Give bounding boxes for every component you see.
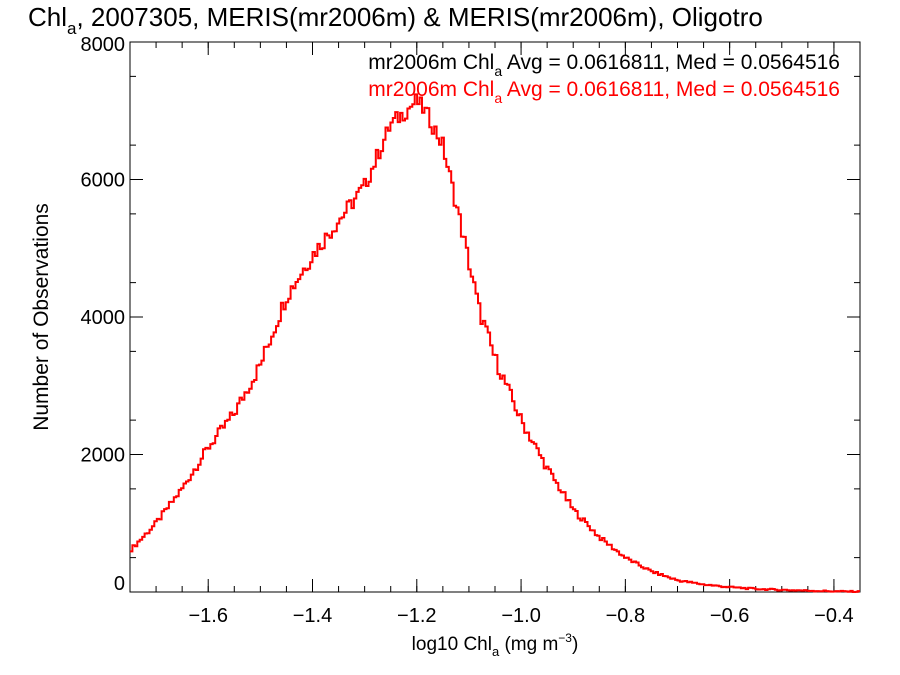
histogram-line	[130, 93, 860, 593]
x-tick-label: −0.4	[814, 605, 853, 627]
x-tick-label: −1.4	[293, 605, 332, 627]
y-tick-label: 4000	[81, 307, 126, 329]
chart-title: Chla, 2007305, MERIS(mr2006m) & MERIS(mr…	[28, 2, 763, 38]
y-tick-label: 6000	[81, 170, 126, 192]
y-tick-label: 2000	[81, 445, 126, 467]
x-axis-label: log10 Chla (mg m−3)	[412, 631, 579, 659]
y-tick-label: 0	[114, 573, 125, 595]
y-tick-label: 8000	[81, 34, 126, 56]
x-tick-label: −1.2	[397, 605, 436, 627]
x-tick-label: −0.6	[710, 605, 749, 627]
x-tick-label: −0.8	[606, 605, 645, 627]
x-axis-ticks: −1.6 −1.4 −1.2 −1.0 −0.8 −0.6 −0.4	[129, 42, 861, 627]
legend-entry-1: mr2006m Chla Avg = 0.0616811, Med = 0.05…	[368, 51, 840, 79]
plot-frame	[129, 41, 861, 593]
y-axis-label: Number of Observations	[30, 203, 53, 431]
legend-entry-2: mr2006m Chla Avg = 0.0616811, Med = 0.05…	[368, 78, 840, 106]
y-axis-ticks: 0 2000 4000 6000 8000	[81, 34, 860, 595]
x-tick-label: −1.6	[188, 605, 227, 627]
x-tick-label: −1.0	[501, 605, 540, 627]
